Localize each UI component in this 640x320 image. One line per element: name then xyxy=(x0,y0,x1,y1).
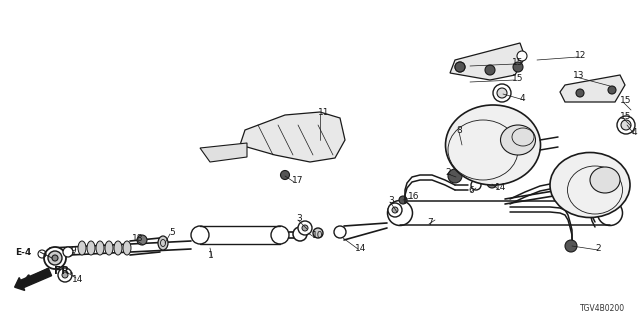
Ellipse shape xyxy=(471,180,481,190)
Ellipse shape xyxy=(87,241,95,255)
Ellipse shape xyxy=(105,241,113,255)
Ellipse shape xyxy=(387,201,413,226)
Text: 12: 12 xyxy=(575,51,586,60)
Ellipse shape xyxy=(550,153,630,218)
Text: 16: 16 xyxy=(408,191,419,201)
Ellipse shape xyxy=(617,116,635,134)
Text: 14: 14 xyxy=(495,182,506,191)
Text: 18: 18 xyxy=(132,234,143,243)
Ellipse shape xyxy=(487,178,497,188)
Text: 4: 4 xyxy=(632,127,637,137)
Ellipse shape xyxy=(598,201,623,226)
Ellipse shape xyxy=(493,84,511,102)
Ellipse shape xyxy=(399,196,407,204)
Text: 1: 1 xyxy=(208,251,214,260)
Ellipse shape xyxy=(271,226,289,244)
Text: 17: 17 xyxy=(292,175,303,185)
Ellipse shape xyxy=(191,226,209,244)
Ellipse shape xyxy=(392,207,398,213)
Ellipse shape xyxy=(455,62,465,72)
Ellipse shape xyxy=(576,89,584,97)
Ellipse shape xyxy=(280,171,289,180)
Text: 13: 13 xyxy=(573,70,584,79)
Text: 2: 2 xyxy=(595,244,600,252)
Text: 11: 11 xyxy=(318,108,330,116)
Text: 15: 15 xyxy=(620,95,632,105)
Text: 2: 2 xyxy=(445,167,451,177)
Text: 6: 6 xyxy=(468,186,474,195)
Text: TGV4B0200: TGV4B0200 xyxy=(580,304,625,313)
Text: 9: 9 xyxy=(70,245,76,254)
Text: FR.: FR. xyxy=(54,266,74,276)
Ellipse shape xyxy=(565,240,577,252)
Ellipse shape xyxy=(313,228,323,238)
Ellipse shape xyxy=(137,235,147,245)
Polygon shape xyxy=(450,43,525,80)
Text: 15: 15 xyxy=(512,58,524,67)
Text: 3: 3 xyxy=(388,196,394,204)
Ellipse shape xyxy=(302,225,308,231)
Ellipse shape xyxy=(78,241,86,255)
Text: 7: 7 xyxy=(427,218,433,227)
Text: 4: 4 xyxy=(520,93,525,102)
Text: 8: 8 xyxy=(456,125,461,134)
Ellipse shape xyxy=(448,169,462,183)
Text: 14: 14 xyxy=(72,276,83,284)
Ellipse shape xyxy=(123,241,131,255)
FancyArrow shape xyxy=(15,268,52,291)
Ellipse shape xyxy=(52,255,58,261)
Text: 10: 10 xyxy=(312,230,323,239)
Ellipse shape xyxy=(455,62,465,72)
Ellipse shape xyxy=(114,241,122,255)
Ellipse shape xyxy=(334,226,346,238)
Ellipse shape xyxy=(158,236,168,250)
Text: 15: 15 xyxy=(620,111,632,121)
Polygon shape xyxy=(200,143,247,162)
Polygon shape xyxy=(240,112,345,162)
Ellipse shape xyxy=(590,167,620,193)
Ellipse shape xyxy=(62,272,68,278)
Ellipse shape xyxy=(445,105,541,185)
Ellipse shape xyxy=(485,65,495,75)
Ellipse shape xyxy=(388,203,402,217)
Ellipse shape xyxy=(293,227,307,241)
Ellipse shape xyxy=(298,221,312,235)
Ellipse shape xyxy=(44,247,66,269)
Ellipse shape xyxy=(63,247,73,257)
Text: 3: 3 xyxy=(296,213,301,222)
Polygon shape xyxy=(560,75,625,102)
Text: 14: 14 xyxy=(355,244,366,252)
Ellipse shape xyxy=(500,125,536,155)
Ellipse shape xyxy=(621,120,631,130)
Text: 5: 5 xyxy=(169,228,175,236)
Text: E-4: E-4 xyxy=(15,247,31,257)
Ellipse shape xyxy=(96,241,104,255)
Text: 15: 15 xyxy=(512,74,524,83)
Ellipse shape xyxy=(513,62,523,72)
Ellipse shape xyxy=(497,88,507,98)
Ellipse shape xyxy=(58,268,72,282)
Ellipse shape xyxy=(48,251,62,265)
Ellipse shape xyxy=(608,86,616,94)
Ellipse shape xyxy=(517,51,527,61)
